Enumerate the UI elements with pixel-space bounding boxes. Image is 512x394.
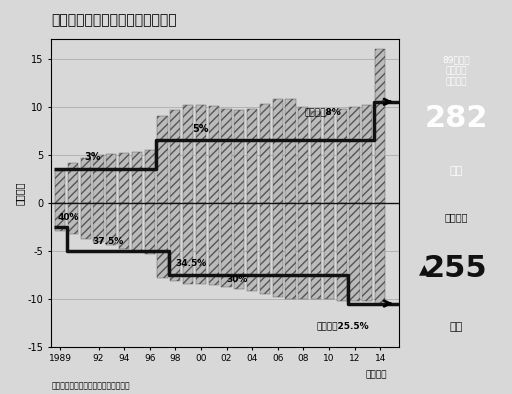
Text: 89年から
の累計で
消費税収: 89年から の累計で 消費税収	[442, 55, 470, 86]
Bar	[208, 106, 219, 203]
Bar	[68, 163, 78, 203]
Bar	[68, 203, 78, 234]
Bar	[93, 203, 103, 242]
Bar	[144, 150, 155, 203]
Bar	[234, 110, 244, 203]
Text: 法人税率25.5%: 法人税率25.5%	[316, 322, 369, 331]
Bar	[196, 203, 206, 284]
Bar	[272, 99, 283, 203]
Bar	[170, 203, 180, 281]
Bar	[80, 158, 91, 203]
Bar	[221, 203, 231, 287]
Bar	[260, 203, 270, 294]
Bar	[106, 203, 116, 245]
Bar	[208, 203, 219, 285]
Bar	[106, 154, 116, 203]
Y-axis label: （兆円）: （兆円）	[15, 181, 25, 205]
Bar	[119, 203, 129, 249]
Bar	[336, 108, 347, 203]
Text: 法人税収: 法人税収	[444, 212, 467, 222]
Text: 消費税率8%: 消費税率8%	[304, 107, 341, 116]
Bar	[183, 203, 193, 284]
Text: 兆円: 兆円	[450, 167, 462, 177]
Bar	[298, 203, 308, 299]
Bar	[132, 152, 142, 203]
Bar	[362, 203, 372, 301]
Bar	[272, 203, 283, 297]
Bar	[196, 105, 206, 203]
Bar	[93, 154, 103, 203]
Text: 兆円: 兆円	[450, 322, 462, 332]
Bar	[157, 116, 167, 203]
Bar	[349, 203, 359, 301]
Bar	[80, 203, 91, 239]
Bar	[324, 110, 334, 203]
Bar	[247, 108, 257, 203]
Bar	[55, 171, 65, 203]
Text: 5%: 5%	[193, 123, 209, 134]
Bar	[349, 107, 359, 203]
Bar	[311, 112, 321, 203]
Bar	[55, 203, 65, 231]
Bar	[144, 203, 155, 254]
Bar	[157, 203, 167, 277]
Text: ▲: ▲	[419, 262, 429, 276]
Bar	[247, 203, 257, 291]
Bar	[362, 105, 372, 203]
Bar	[285, 203, 295, 299]
Bar	[311, 203, 321, 299]
Text: 37.5%: 37.5%	[92, 237, 123, 246]
Text: （年度）: （年度）	[365, 371, 387, 380]
Bar	[119, 153, 129, 203]
Text: 30%: 30%	[226, 275, 248, 284]
Text: 282: 282	[424, 104, 488, 133]
Bar	[375, 203, 385, 303]
Bar	[234, 203, 244, 289]
Text: 3%: 3%	[84, 152, 100, 162]
Text: 消費税増税と法人税減税のセット: 消費税増税と法人税減税のセット	[51, 13, 177, 28]
Bar	[298, 107, 308, 203]
Text: 34.5%: 34.5%	[175, 259, 207, 268]
Bar	[285, 99, 295, 203]
Bar	[324, 203, 334, 299]
Bar	[132, 203, 142, 251]
Bar	[170, 110, 180, 203]
Text: 財務省と総務省のデータをもとに作成: 財務省と総務省のデータをもとに作成	[51, 381, 130, 390]
Text: 255: 255	[424, 255, 488, 283]
Bar	[260, 104, 270, 203]
Bar	[336, 203, 347, 301]
Bar	[375, 49, 385, 203]
Bar	[183, 105, 193, 203]
Bar	[221, 108, 231, 203]
Text: 40%: 40%	[57, 213, 79, 222]
